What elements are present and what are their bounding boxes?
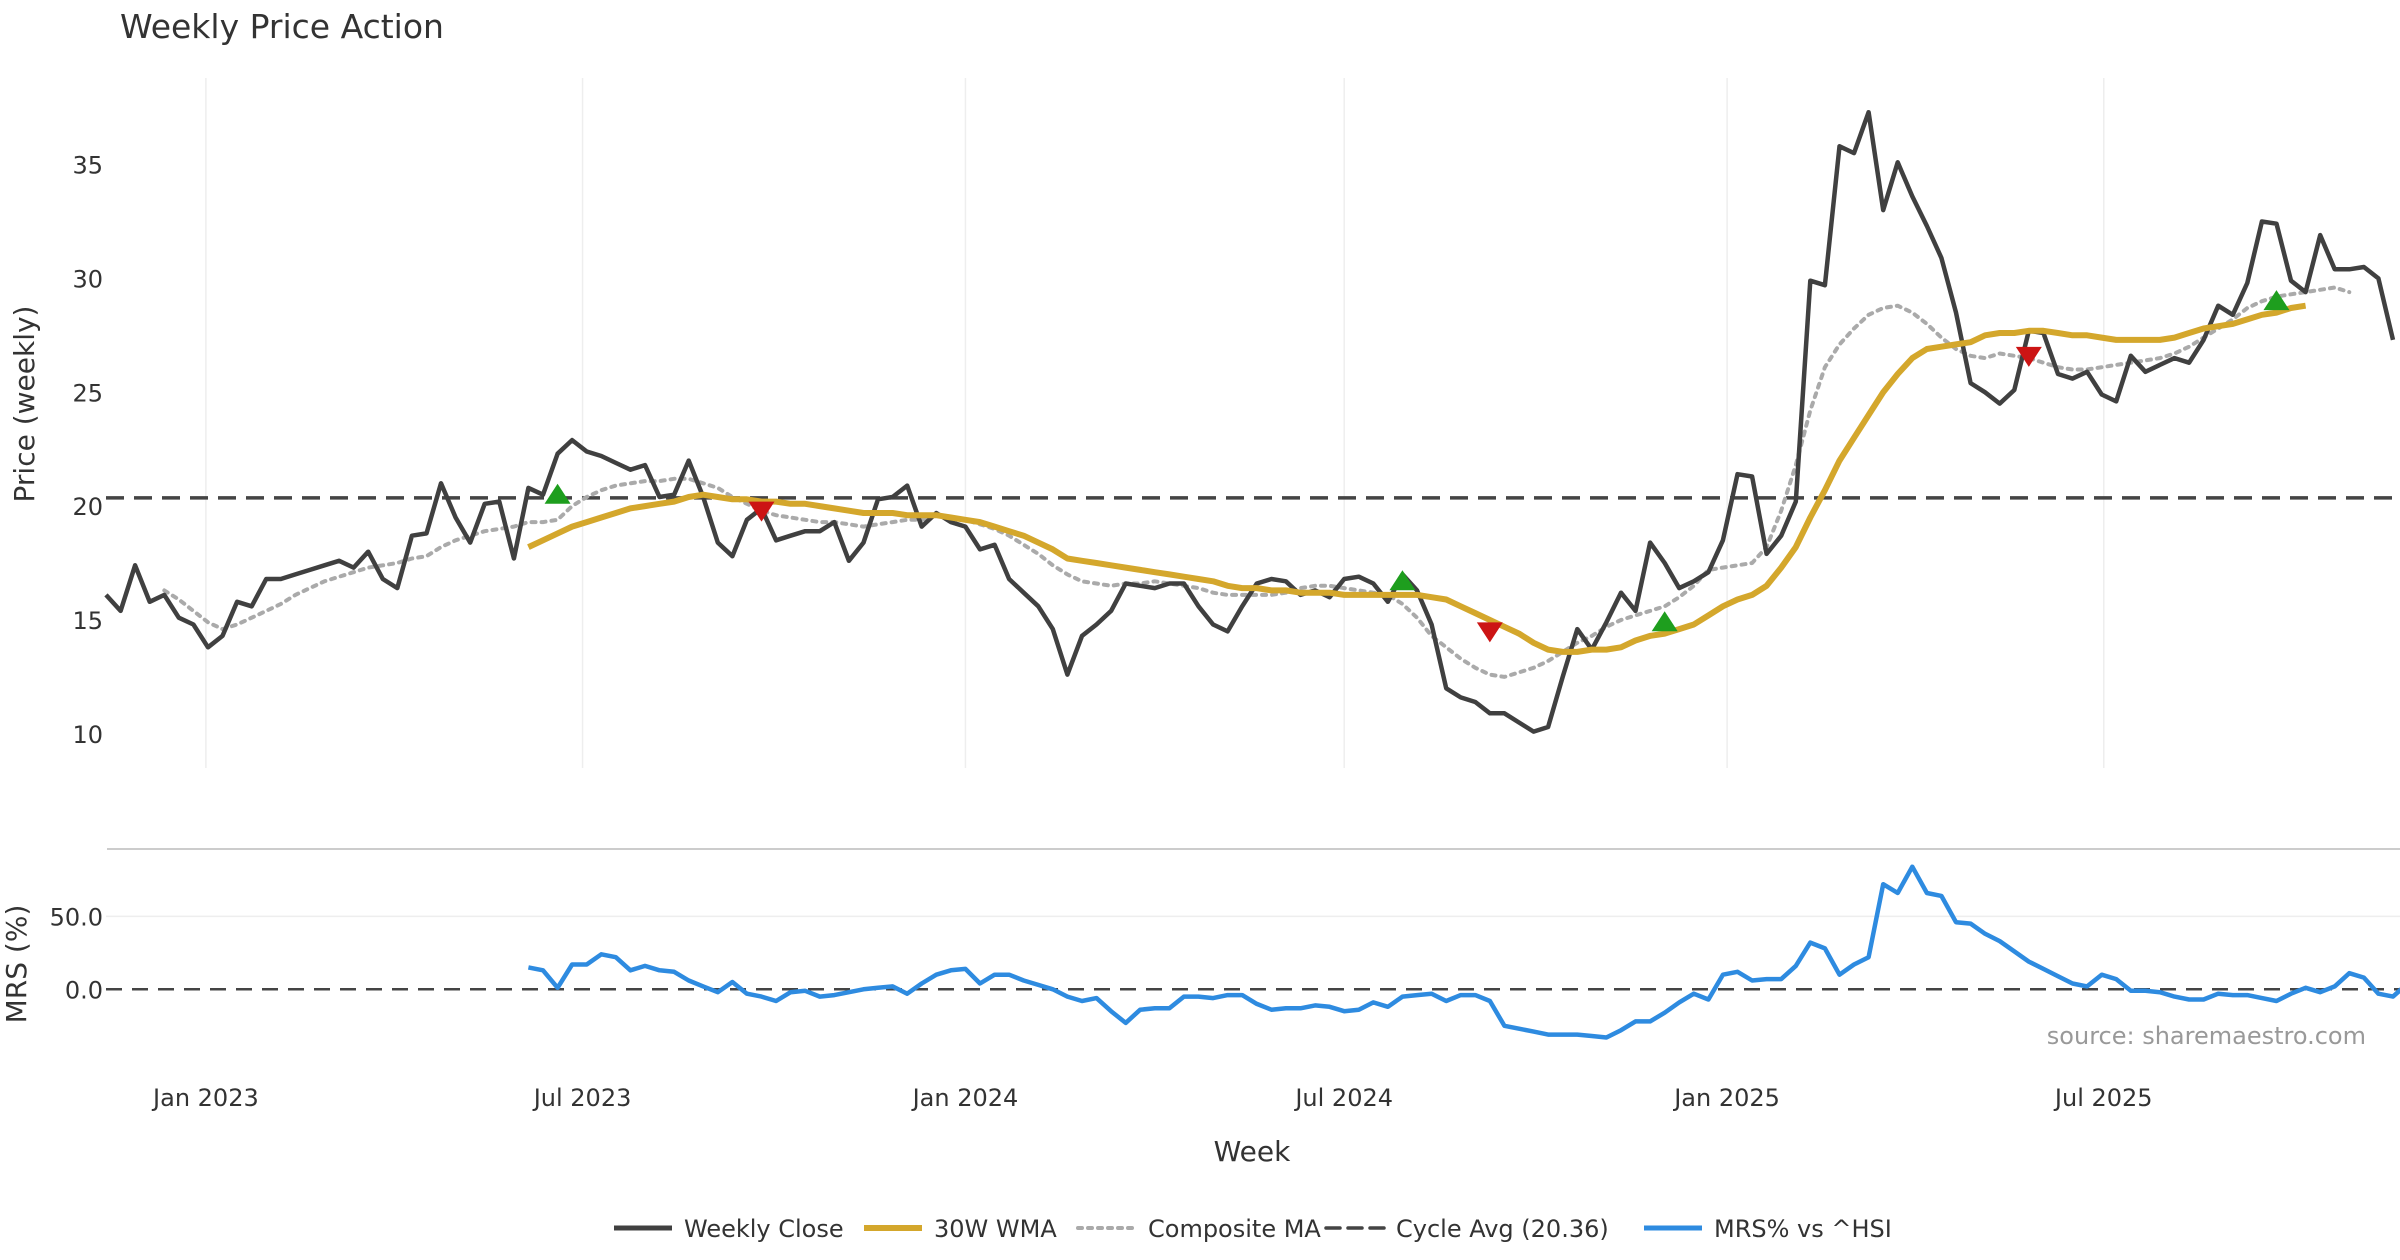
x-tick-label: Jul 2024 [1293, 1084, 1393, 1112]
series-lines [104, 109, 2400, 1040]
chart-title: Weekly Price Action [120, 7, 444, 46]
axis-ticks: Jan 2023 Jul 2023 Jan 2024 Jul 2024 Jan 2025… [50, 152, 2153, 1112]
sell-signal-marker [2015, 346, 2042, 367]
x-tick-label: Jan 2023 [151, 1084, 259, 1112]
x-axis-label: Week [1214, 1135, 1291, 1168]
composite-ma-line [162, 285, 2352, 679]
legend-label: Weekly Close [684, 1215, 844, 1243]
y-axis-label: Price (weekly) [8, 306, 41, 503]
buy-signal-marker [2263, 290, 2290, 311]
y-tick-label: 30 [72, 265, 103, 293]
legend-label: 30W WMA [934, 1215, 1057, 1243]
y-tick-label: 15 [72, 607, 103, 635]
mrs-axis-label: MRS (%) [0, 905, 33, 1024]
source-note: source: sharemaestro.com [2047, 1022, 2366, 1050]
x-tick-label: Jul 2025 [2053, 1084, 2153, 1112]
mrs-tick-label: 50.0 [50, 903, 103, 931]
legend-label: MRS% vs ^HSI [1714, 1215, 1892, 1243]
x-tick-label: Jul 2023 [532, 1084, 632, 1112]
y-tick-label: 25 [72, 379, 103, 407]
y-tick-label: 20 [72, 493, 103, 521]
buy-signal-marker [544, 483, 571, 504]
legend-label: Cycle Avg (20.36) [1396, 1215, 1609, 1243]
legend-label: Composite MA [1148, 1215, 1321, 1243]
legend: Weekly Close 30W WMA Composite MA Cycle Avg… [614, 1215, 1892, 1243]
mrs-tick-label: 0.0 [65, 976, 103, 1004]
x-tick-label: Jan 2024 [911, 1084, 1019, 1112]
weekly-close-line [104, 109, 2396, 734]
wma-30w-line [527, 302, 2307, 655]
signal-markers [544, 290, 2290, 643]
y-tick-label: 10 [72, 721, 103, 749]
buy-signal-marker [1389, 570, 1416, 591]
grid-lines [106, 78, 2400, 918]
sell-signal-marker [748, 501, 775, 522]
buy-signal-marker [1651, 611, 1678, 632]
y-tick-label: 35 [72, 152, 103, 180]
mrs-line [527, 864, 2400, 1040]
x-tick-label: Jan 2025 [1672, 1084, 1780, 1112]
sell-signal-marker [1476, 622, 1503, 643]
